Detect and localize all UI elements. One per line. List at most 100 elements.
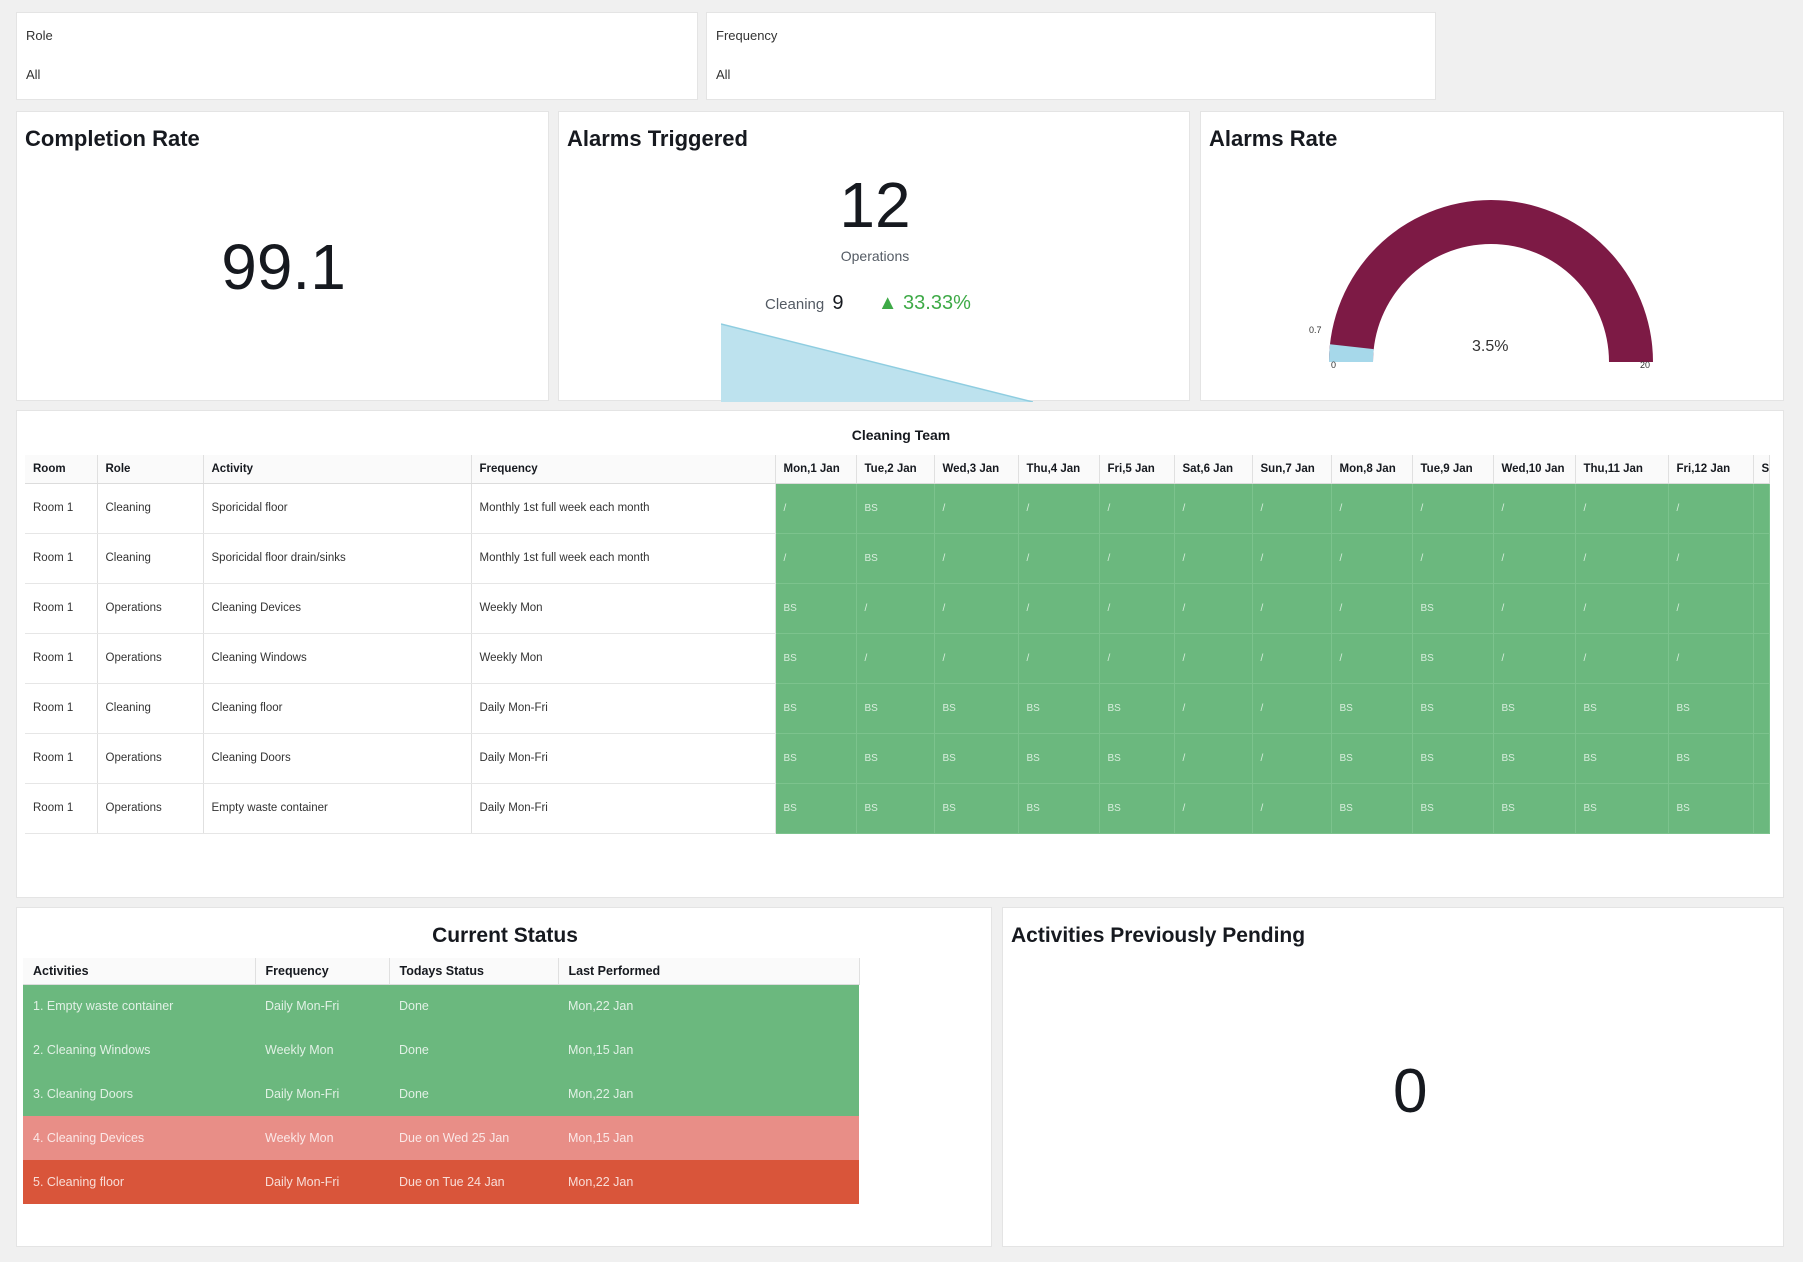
column-header: Frequency (471, 455, 776, 484)
cell-role: Operations (97, 733, 204, 784)
cell-activity: Cleaning Doors (203, 733, 472, 784)
cell-activity: Sporicidal floor drain/sinks (203, 533, 472, 584)
day-column-header: Wed,10 Jan (1493, 455, 1576, 484)
day-status-cell: BS (856, 733, 935, 784)
day-status-cell: / (1018, 483, 1100, 534)
day-status-cell: BS (856, 533, 935, 584)
day-status-cell: / (1493, 533, 1576, 584)
cell-room: Room 1 (25, 583, 98, 634)
day-column-header: Tue,9 Jan (1412, 455, 1494, 484)
day-column-header: Mon,1 Jan (775, 455, 857, 484)
status-cell-frequency: Daily Mon-Fri (265, 1087, 340, 1101)
day-status-cell: / (1018, 633, 1100, 684)
day-status-cell: BS (1575, 683, 1669, 734)
status-cell-status: Done (399, 1043, 429, 1057)
status-cell-status: Done (399, 1087, 429, 1101)
cell-frequency: Daily Mon-Fri (471, 783, 776, 834)
gauge-arc (1329, 200, 1653, 362)
status-cell-status: Due on Wed 25 Jan (399, 1131, 510, 1145)
comparison-value: 9 (832, 292, 844, 314)
cleaning-team-title: Cleaning Team (851, 427, 951, 443)
day-status-cell: / (934, 633, 1019, 684)
day-status-cell: / (1099, 633, 1175, 684)
day-status-cell: / (1252, 483, 1332, 534)
day-status-cell: / (1575, 633, 1669, 684)
gauge-chart (1329, 200, 1653, 362)
alarms-rate-card: Alarms Rate 3.5% 0.7 0 20 (1200, 111, 1784, 401)
day-status-cell: / (1331, 583, 1413, 634)
day-column-header: Thu,11 Jan (1575, 455, 1669, 484)
cell-room: Room 1 (25, 733, 98, 784)
day-status-cell: / (1252, 533, 1332, 584)
frequency-filter-value[interactable]: All (716, 67, 731, 82)
day-status-cell: BS (934, 733, 1019, 784)
day-status-cell: / (1575, 583, 1669, 634)
day-status-cell: / (934, 583, 1019, 634)
day-status-cell: / (1174, 533, 1253, 584)
status-header-row: Activities Frequency Todays Status Last Per… (23, 958, 860, 985)
status-cell-frequency: Daily Mon-Fri (265, 999, 340, 1014)
day-status-cell: / (1252, 733, 1332, 784)
alarms-triggered-value: 12 (839, 169, 911, 241)
day-status-cell: BS (1575, 733, 1669, 784)
day-status-cell: / (1575, 533, 1669, 584)
day-status-cell: / (1099, 483, 1175, 534)
cell-role: Operations (97, 583, 204, 634)
day-status-cell (1753, 583, 1771, 634)
column-header: Role (97, 455, 204, 484)
cell-room: Room 1 (25, 483, 98, 534)
day-status-cell: BS (1668, 733, 1754, 784)
activities-pending-title: Activities Previously Pending (1011, 924, 1306, 947)
status-row: 5. Cleaning floor Daily Mon-Fri Due on Tue… (23, 1160, 859, 1204)
cell-activity: Empty waste container (203, 783, 472, 834)
day-status-cell: BS (775, 683, 857, 734)
day-status-cell: BS (856, 783, 935, 834)
day-status-cell: / (1412, 533, 1494, 584)
day-column-header: Thu,4 Jan (1018, 455, 1100, 484)
day-status-cell: / (1099, 583, 1175, 634)
comparison-row: Cleaning 9 ▲ 33.33% (765, 292, 971, 315)
day-column-header: Wed,3 Jan (934, 455, 1019, 484)
day-status-cell: BS (1099, 733, 1175, 784)
day-status-cell: / (1668, 633, 1754, 684)
column-header: Room (25, 455, 98, 484)
gauge-marker-label: 0.7 (1309, 325, 1322, 335)
frequency-filter[interactable]: Frequency All (706, 12, 1436, 100)
day-status-cell: / (1252, 683, 1332, 734)
role-filter[interactable]: Role All (16, 12, 698, 100)
comparison-change: ▲ 33.33% (877, 292, 971, 314)
cell-role: Cleaning (97, 483, 204, 534)
status-cell-last: Mon,15 Jan (568, 1043, 634, 1057)
activities-pending-value: 0 (1393, 1057, 1428, 1126)
cell-frequency: Daily Mon-Fri (471, 733, 776, 784)
alarms-rate-title: Alarms Rate (1209, 126, 1338, 151)
day-status-cell: / (1493, 633, 1576, 684)
status-cell-last: Mon,22 Jan (568, 1087, 634, 1101)
day-column-header: Sun,7 Jan (1252, 455, 1332, 484)
day-status-cell: / (1668, 583, 1754, 634)
table-row: Room 1 Cleaning Cleaning floor Daily Mon-Fr… (25, 683, 1771, 734)
day-column-header: Fri,5 Jan (1099, 455, 1175, 484)
status-row: 2. Cleaning Windows Weekly Mon Done Mon,15 … (23, 1028, 859, 1072)
day-status-cell (1753, 483, 1771, 534)
role-filter-value[interactable]: All (26, 67, 41, 82)
day-status-cell: BS (1575, 783, 1669, 834)
table-row: Room 1 Cleaning Sporicidal floor Monthly 1s… (25, 483, 1771, 534)
day-status-cell: BS (1331, 733, 1413, 784)
table-row: Room 1 Operations Cleaning Devices Weekly M… (25, 583, 1771, 634)
completion-rate-card: Completion Rate 99.1 (16, 111, 549, 401)
status-cell-last: Mon,22 Jan (568, 1175, 634, 1189)
day-status-cell: BS (775, 733, 857, 784)
day-status-cell: / (1018, 583, 1100, 634)
day-status-cell: BS (1331, 783, 1413, 834)
day-status-cell (1753, 533, 1771, 584)
status-row: 3. Cleaning Doors Daily Mon-Fri Done Mon,22… (23, 1072, 859, 1116)
day-status-cell: / (1412, 483, 1494, 534)
current-status-title: Current Status (432, 924, 578, 947)
day-status-cell: BS (1668, 683, 1754, 734)
cell-activity: Cleaning Windows (203, 633, 472, 684)
day-status-cell: BS (934, 783, 1019, 834)
day-status-cell: BS (934, 683, 1019, 734)
day-column-header: Fri,12 Jan (1668, 455, 1754, 484)
day-status-cell: BS (1018, 683, 1100, 734)
